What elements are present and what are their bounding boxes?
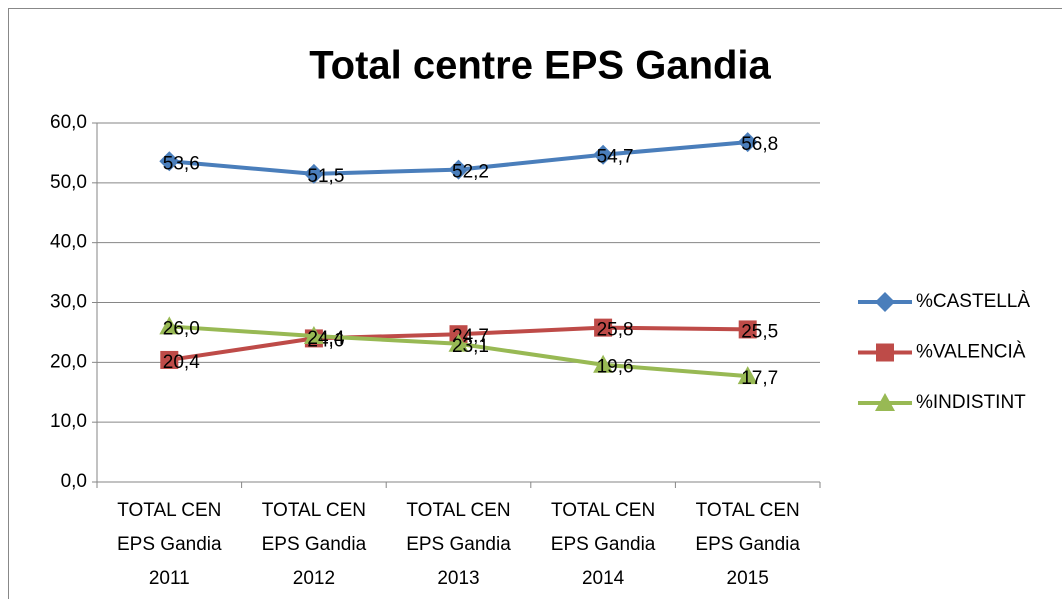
- data-point: [738, 320, 757, 339]
- y-tick-label: 60,0: [50, 112, 87, 133]
- data-label: 51,5: [307, 166, 344, 187]
- data-label: 53,6: [163, 153, 200, 174]
- data-point: [737, 132, 758, 153]
- data-label: 54,7: [597, 147, 634, 168]
- legend-label: %INDISTINT: [916, 392, 1026, 413]
- data-point: [303, 326, 324, 345]
- data-label: 25,5: [741, 321, 778, 342]
- y-tick-label: 0,0: [61, 471, 87, 492]
- y-tick-label: 10,0: [50, 411, 87, 432]
- y-tick-label: 30,0: [50, 292, 87, 313]
- data-point: [448, 159, 469, 180]
- data-label: 25,8: [597, 320, 634, 341]
- y-tick-label: 40,0: [50, 232, 87, 253]
- data-label: 52,2: [452, 162, 489, 183]
- legend-label: %CASTELLÀ: [916, 291, 1030, 312]
- data-point: [594, 318, 613, 337]
- legend-label: %VALENCIÀ: [916, 342, 1026, 363]
- legend-marker: [875, 393, 895, 411]
- x-tick-label: TOTAL CEN EPS Gandia 2015: [695, 500, 800, 589]
- y-tick-label: 50,0: [50, 172, 87, 193]
- data-point: [159, 151, 180, 172]
- legend-marker: [875, 292, 895, 312]
- data-point: [593, 354, 614, 373]
- chart-title: Total centre EPS Gandia: [309, 44, 771, 88]
- data-label: 17,7: [741, 368, 778, 389]
- data-label: 19,6: [597, 357, 634, 378]
- data-label: 56,8: [741, 134, 778, 155]
- y-tick-label: 20,0: [50, 351, 87, 372]
- legend-marker: [876, 343, 894, 362]
- x-tick-label: TOTAL CEN EPS Gandia 2013: [406, 500, 511, 589]
- data-point: [303, 163, 324, 184]
- data-point: [160, 350, 179, 369]
- data-label: 23,1: [452, 336, 489, 357]
- x-tick-label: TOTAL CEN EPS Gandia 2011: [117, 500, 222, 589]
- data-point: [593, 144, 614, 165]
- data-label: 26,0: [163, 318, 200, 339]
- x-tick-label: TOTAL CEN EPS Gandia 2012: [261, 500, 367, 589]
- data-point: [737, 366, 758, 385]
- data-label: 20,4: [163, 352, 200, 373]
- data-point: [159, 316, 180, 335]
- data-label: 24,4: [307, 328, 344, 349]
- x-tick-label: TOTAL CEN EPS Gandia 2014: [550, 500, 656, 589]
- data-point: [448, 333, 469, 352]
